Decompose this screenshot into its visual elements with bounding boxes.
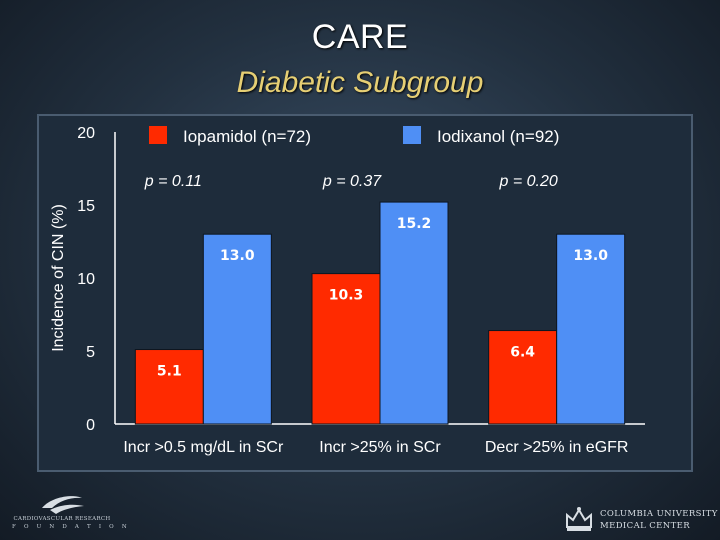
bar-value-label: 10.3	[329, 288, 364, 304]
bar-chart: 0 5 10 15 20 Incidence of CIN (%) 5.1 13.0 Incr …	[50, 125, 645, 456]
legend-swatch-1	[403, 126, 421, 144]
bar-iodixanol-2	[556, 233, 626, 425]
bar-iopamidol-1	[311, 273, 381, 425]
columbia-university: COLUMBIA UNIVERSITY	[600, 509, 718, 519]
slide-subtitle: Diabetic Subgroup	[236, 66, 484, 99]
x-category-label: Decr >25% in eGFR	[485, 439, 629, 456]
bar-value-label: 5.1	[157, 364, 182, 380]
bar-iodixanol-1	[379, 201, 449, 425]
bar-value-label: 13.0	[220, 248, 255, 264]
bar-value-label: 15.2	[397, 216, 432, 232]
y-tick-label: 10	[77, 271, 95, 288]
slide-title: CARE	[311, 18, 409, 56]
y-tick-label: 5	[86, 344, 95, 361]
crown-icon	[566, 507, 592, 531]
p-value-label: p = 0.11	[144, 173, 202, 190]
p-value-label: p = 0.20	[499, 173, 558, 190]
x-category-label: Incr >0.5 mg/dL in SCr	[123, 439, 284, 456]
bar-iopamidol-0	[134, 349, 204, 425]
p-value-label: p = 0.37	[322, 173, 382, 190]
bar-value-label: 6.4	[510, 345, 535, 361]
bar-iodixanol-0	[202, 233, 272, 425]
crf-org-name: CARDIOVASCULAR RESEARCH	[13, 516, 111, 522]
y-tick-label: 20	[77, 125, 95, 142]
bar-iopamidol-2	[488, 330, 558, 425]
y-tick-label: 0	[86, 417, 95, 434]
legend-label-0: Iopamidol (n=72)	[183, 127, 311, 146]
columbia-logo: COLUMBIA UNIVERSITY MEDICAL CENTER	[562, 505, 717, 535]
medical-center: MEDICAL CENTER	[600, 521, 691, 531]
legend-label-1: Iodixanol (n=92)	[437, 127, 559, 146]
crf-foundation: F O U N D A T I O N	[12, 524, 130, 530]
y-axis-label: Incidence of CIN (%)	[50, 204, 67, 352]
legend-swatch-0	[149, 126, 167, 144]
crf-swoosh-icon	[42, 496, 84, 514]
y-tick-label: 15	[77, 198, 95, 215]
x-category-label: Incr >25% in SCr	[319, 439, 441, 456]
chart-panel: 0 5 10 15 20 Incidence of CIN (%) 5.1 13.0 Incr …	[37, 114, 693, 472]
crf-logo: CARDIOVASCULAR RESEARCH F O U N D A T I …	[12, 488, 130, 532]
bar-value-label: 13.0	[573, 248, 608, 264]
